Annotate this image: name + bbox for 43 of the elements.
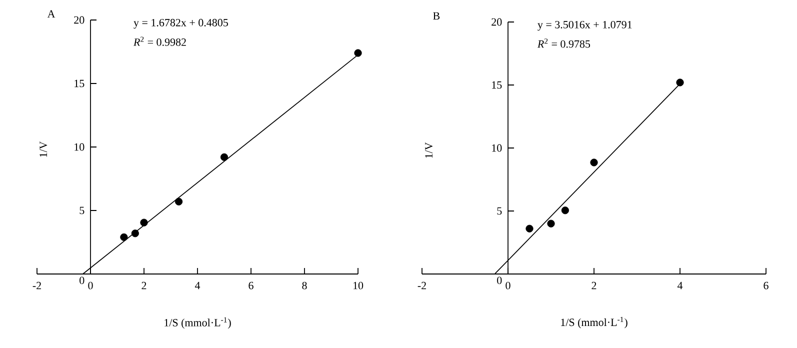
x-tick-label: -2 [32, 282, 41, 290]
y-tick-label: 15 [74, 80, 84, 88]
y-tick-label: 10 [74, 143, 84, 151]
point [547, 220, 555, 228]
x-tick-label: 10 [353, 282, 364, 290]
x-tick-label: 6 [248, 282, 254, 290]
x-axis-title: 1/S (mmol·L$^{-1}$) [164, 317, 231, 329]
y-tick-label: 0 [497, 276, 502, 284]
y-tick-label: 0 [80, 276, 84, 284]
y-tick-label: 5 [80, 206, 84, 214]
x-tick-label: 0 [88, 282, 93, 290]
point [561, 206, 569, 214]
annotation: y = 3.5016x + 1.0791 [538, 20, 632, 31]
y-tick-label: 5 [497, 207, 502, 215]
x-tick-label: 6 [764, 282, 768, 290]
annotation: R$^{2}$ = 0.9982 [133, 36, 186, 46]
chart-title: A [47, 10, 56, 18]
x-axis-title: 1/S (mmol·L$^{-1}$) [561, 316, 628, 328]
x-tick-label: 8 [302, 282, 307, 290]
point [676, 78, 684, 86]
annotation: y = 1.6782x + 0.4805 [134, 18, 228, 29]
point [131, 230, 139, 238]
y-tick-label: 20 [492, 18, 502, 26]
point [140, 218, 148, 226]
y-tick-label: 20 [74, 16, 84, 24]
point [120, 233, 128, 241]
x-tick-label: 4 [194, 282, 200, 290]
chart-title: B [433, 12, 440, 20]
annotation: R$^{2}$ = 0.9785 [537, 38, 590, 48]
x-tick-label: 4 [677, 282, 683, 290]
y-axis-title: 1/V [40, 141, 48, 157]
y-tick-label: 10 [492, 144, 502, 152]
x-tick-label: 2 [142, 282, 146, 290]
y-tick-label: 15 [492, 81, 502, 89]
y-axis-title: 1/V [425, 142, 433, 158]
point [174, 198, 183, 206]
x-tick-label: 2 [592, 282, 596, 290]
point [590, 158, 598, 166]
x-tick-label: 0 [506, 282, 510, 290]
point [220, 153, 228, 161]
point [354, 49, 362, 57]
point [526, 224, 534, 232]
x-tick-label: -2 [418, 282, 426, 290]
